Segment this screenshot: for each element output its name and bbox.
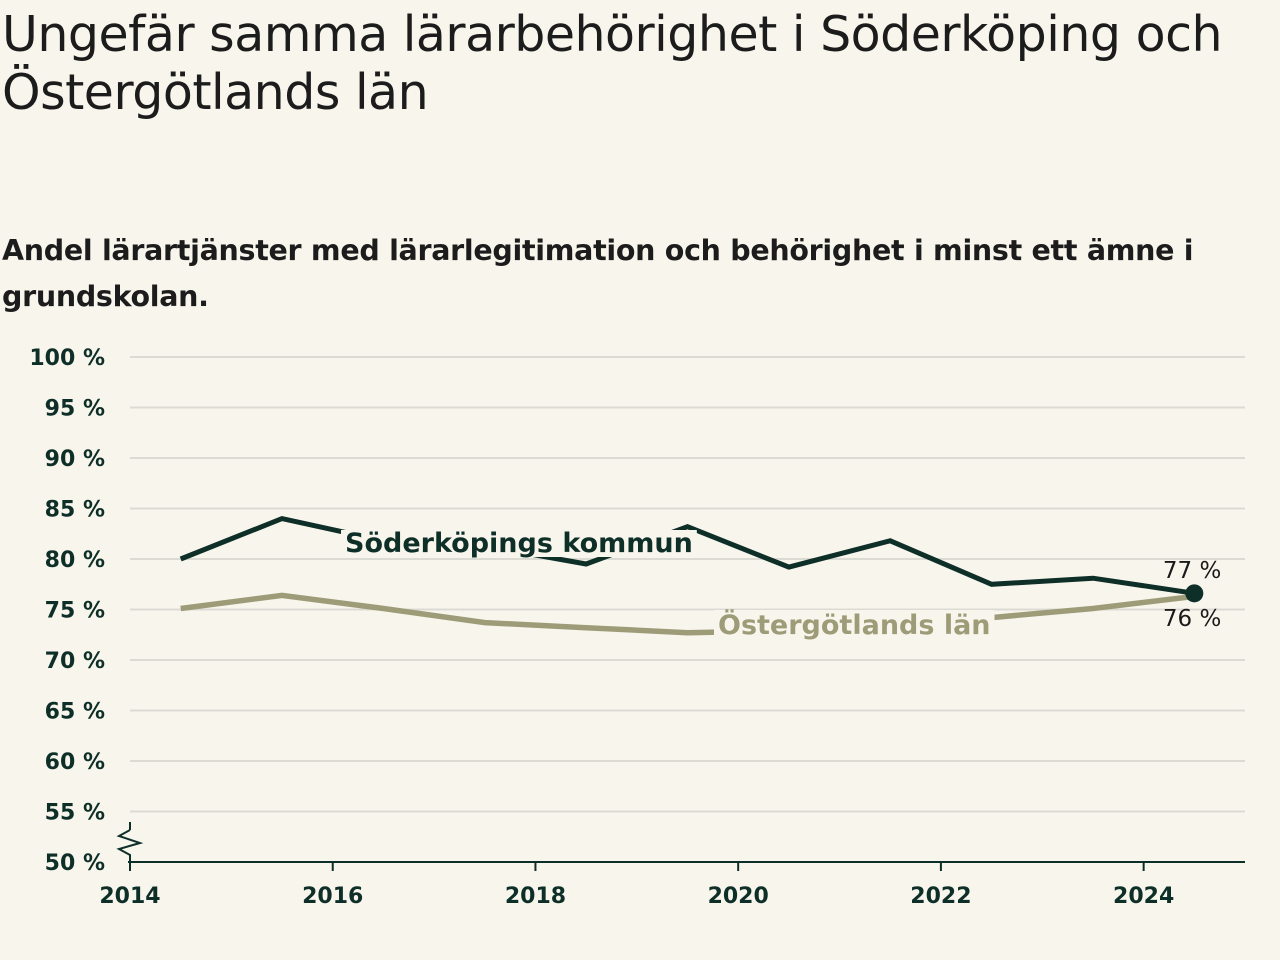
x-tick-label: 2018	[505, 884, 566, 909]
end-label-soderkoping: 77 %	[1163, 558, 1221, 584]
series-labels: Söderköpings kommun Östergötlands län 77 %…	[341, 528, 1221, 641]
chart-title: Ungefär samma lärarbehörighet i Söderköp…	[2, 6, 1223, 121]
y-tick-label: 95 %	[45, 397, 105, 422]
y-tick-label: 70 %	[45, 649, 105, 674]
y-axis-break-icon	[116, 829, 144, 862]
y-tick-label: 55 %	[45, 801, 105, 826]
chart-subtitle: Andel lärartjänster med lärarlegitimatio…	[2, 234, 1194, 313]
x-tick-label: 2016	[302, 884, 363, 909]
y-tick-label: 60 %	[45, 750, 105, 775]
series-line-ostergotland	[180, 592, 1195, 636]
y-tick-label: 65 %	[45, 700, 105, 725]
end-label-ostergotland: 76 %	[1163, 606, 1221, 632]
endpoint-marker	[1185, 584, 1204, 603]
y-tick-label: 75 %	[45, 599, 105, 624]
axes: 50 % 55 % 60 % 65 % 70 % 75 % 80 % 85 % 90 % 95 %…	[29, 346, 1245, 909]
series-label-soderkoping: Söderköpings kommun	[345, 528, 693, 559]
y-tick-label: 50 %	[45, 851, 105, 876]
gridlines	[130, 356, 1245, 813]
y-tick-label: 80 %	[45, 548, 105, 573]
y-tick-label: 90 %	[45, 447, 105, 472]
x-tick-label: 2024	[1113, 884, 1174, 909]
y-tick-label: 85 %	[45, 498, 105, 523]
series-label-ostergotland: Östergötlands län	[718, 608, 991, 641]
y-tick-label: 100 %	[29, 346, 105, 371]
x-tick-label: 2014	[99, 884, 160, 909]
x-tick-label: 2022	[910, 884, 971, 909]
label-background	[341, 530, 697, 557]
x-tick-label: 2020	[708, 884, 769, 909]
label-background	[714, 610, 995, 639]
